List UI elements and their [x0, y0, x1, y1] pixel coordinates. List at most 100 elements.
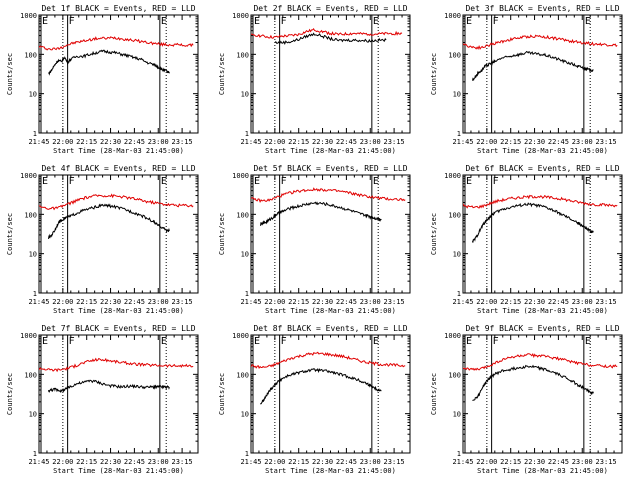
x-tick-label: 23:15 — [596, 298, 617, 306]
x-tick-label: 23:00 — [572, 298, 593, 306]
x-tick-label: 22:45 — [124, 298, 145, 306]
x-tick-label: 22:30 — [524, 138, 545, 146]
marker-label: F — [493, 336, 499, 347]
y-tick-label: 1000 — [20, 12, 37, 20]
plot-frame — [250, 334, 411, 454]
x-tick-label: 22:45 — [548, 458, 569, 466]
x-tick-label: 22:15 — [500, 138, 521, 146]
plot-frame — [462, 174, 623, 294]
marker-label: E — [466, 16, 472, 27]
y-tick-label: 1000 — [232, 12, 249, 20]
x-tick-label: 22:00 — [52, 298, 73, 306]
x-tick-label: 21:45 — [240, 138, 261, 146]
marker-label: E — [585, 16, 591, 27]
y-tick-label: 100 — [236, 371, 249, 379]
y-axis-label: Counts/sec — [218, 53, 226, 95]
marker-label: F — [281, 176, 287, 187]
y-tick-label: 10 — [453, 91, 461, 99]
series-line-lld — [251, 27, 403, 39]
y-axis-label: Counts/sec — [430, 53, 438, 95]
x-tick-label: 23:15 — [384, 138, 405, 146]
chart-panel-7: Det 7f BLACK = Events, RED = LLD Counts/s… — [6, 324, 199, 475]
marker-label: E — [254, 176, 260, 187]
chart-title: Det 9f BLACK = Events, RED = LLD — [465, 324, 619, 333]
y-axis-label: Counts/sec — [430, 213, 438, 255]
x-tick-label: 21:45 — [452, 458, 473, 466]
chart-title: Det 4f BLACK = Events, RED = LLD — [41, 164, 195, 173]
marker-label: F — [281, 16, 287, 27]
x-tick-label: 23:00 — [572, 138, 593, 146]
y-axis-label: Counts/sec — [6, 213, 14, 255]
plot-frame — [38, 174, 199, 294]
x-tick-label: 22:15 — [76, 458, 97, 466]
y-tick-label: 10 — [29, 411, 37, 419]
chart-title: Det 2f BLACK = Events, RED = LLD — [253, 4, 407, 13]
x-tick-label: 22:45 — [336, 298, 357, 306]
chart-title: Det 3f BLACK = Events, RED = LLD — [465, 4, 619, 13]
y-tick-label: 1000 — [444, 172, 461, 180]
x-tick-label: 22:00 — [264, 458, 285, 466]
y-tick-label: 10 — [29, 91, 37, 99]
x-tick-label: 23:15 — [172, 458, 193, 466]
y-tick-label: 1000 — [444, 332, 461, 340]
marker-label: E — [42, 176, 48, 187]
marker-label: E — [254, 336, 260, 347]
plot-frame — [250, 174, 411, 294]
x-tick-label: 22:00 — [52, 458, 73, 466]
x-tick-label: 23:15 — [384, 298, 405, 306]
plot-frame — [462, 14, 623, 134]
x-tick-label: 22:30 — [100, 458, 121, 466]
x-tick-label: 22:15 — [288, 138, 309, 146]
marker-label: E — [161, 16, 167, 27]
series-line-lld — [39, 36, 194, 51]
y-tick-label: 1000 — [20, 172, 37, 180]
marker-label: F — [69, 16, 75, 27]
series-line-lld — [251, 351, 406, 370]
series-line-lld — [251, 187, 406, 204]
marker-label: E — [373, 176, 379, 187]
y-axis-label: Counts/sec — [6, 373, 14, 415]
x-tick-label: 22:00 — [476, 298, 497, 306]
chart-panel-2: Det 2f BLACK = Events, RED = LLD Counts/s… — [218, 4, 411, 155]
x-tick-label: 23:15 — [596, 138, 617, 146]
x-tick-label: 23:15 — [172, 298, 193, 306]
chart-panel-6: Det 6f BLACK = Events, RED = LLD Counts/s… — [430, 164, 623, 315]
x-tick-label: 22:00 — [264, 298, 285, 306]
marker-label: E — [161, 336, 167, 347]
x-tick-label: 22:45 — [548, 138, 569, 146]
x-tick-label: 22:00 — [264, 138, 285, 146]
plot-area — [463, 194, 618, 243]
y-tick-label: 1 — [457, 130, 461, 138]
x-tick-label: 22:15 — [288, 458, 309, 466]
marker-label: F — [69, 176, 75, 187]
plot-area — [251, 187, 406, 226]
y-tick-label: 1 — [245, 130, 249, 138]
y-tick-label: 100 — [24, 51, 37, 59]
x-tick-label: 23:00 — [360, 458, 381, 466]
x-tick-label: 23:00 — [148, 138, 169, 146]
x-tick-label: 22:30 — [524, 458, 545, 466]
series-line-lld — [463, 194, 618, 209]
x-axis-label: Start Time (28-Mar-03 21:45:00) — [477, 307, 608, 315]
x-tick-label: 21:45 — [452, 298, 473, 306]
x-tick-label: 23:15 — [384, 458, 405, 466]
x-tick-label: 22:45 — [124, 138, 145, 146]
x-tick-label: 22:45 — [336, 138, 357, 146]
y-tick-label: 100 — [236, 211, 249, 219]
y-tick-label: 1000 — [232, 172, 249, 180]
x-tick-label: 21:45 — [240, 298, 261, 306]
x-tick-label: 21:45 — [452, 138, 473, 146]
y-tick-label: 100 — [448, 51, 461, 59]
series-line-events — [472, 50, 594, 81]
x-axis-label: Start Time (28-Mar-03 21:45:00) — [477, 147, 608, 155]
chart-panel-9: Det 9f BLACK = Events, RED = LLD Counts/s… — [430, 324, 623, 475]
x-tick-label: 22:30 — [312, 458, 333, 466]
chart-panel-4: Det 4f BLACK = Events, RED = LLD Counts/s… — [6, 164, 199, 315]
y-tick-label: 1 — [245, 290, 249, 298]
marker-label: E — [254, 16, 260, 27]
series-line-lld — [39, 193, 194, 211]
y-tick-label: 100 — [448, 371, 461, 379]
chart-panel-8: Det 8f BLACK = Events, RED = LLD Counts/s… — [218, 324, 411, 475]
